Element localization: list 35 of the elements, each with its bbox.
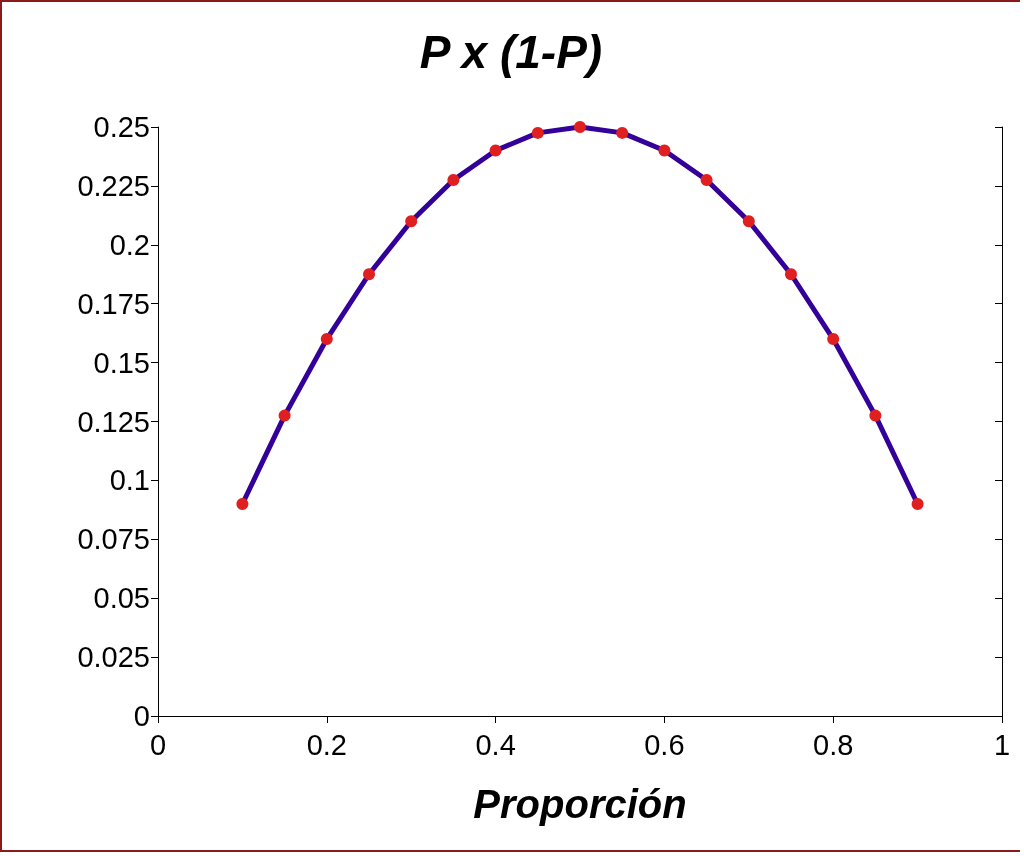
x-tick-label: 0.8 [813,728,854,761]
point [574,121,586,133]
y-tick-label: 0.075 [77,523,150,556]
x-axis-title: Proporción [473,782,687,826]
x-tick-label: 0.2 [306,728,347,761]
y-tick-label: 0 [133,700,150,732]
point [616,126,629,139]
point [447,174,460,187]
x-tick-label: 0.6 [644,728,685,761]
x-tick-label: 1 [993,728,1011,761]
y-tick-label: 0.125 [77,405,150,438]
point [489,144,502,157]
point [742,215,755,228]
point [827,333,840,346]
y-tick-label: 0.15 [93,346,150,379]
x-tick-label: 0.4 [475,728,516,761]
point [700,174,713,187]
point [405,215,418,228]
y-tick-label: 0.05 [93,582,150,615]
point [531,126,544,139]
y-tick-label: 0.2 [109,228,150,261]
point [911,497,924,510]
y-tick-label: 0.25 [93,111,150,143]
y-tick-label: 0.1 [109,464,150,497]
point [236,497,249,510]
point [363,268,375,281]
point [658,144,671,157]
y-tick-label: 0.225 [77,169,150,202]
y-tick-label: 0.175 [77,287,150,320]
point [785,268,797,281]
point [278,409,291,422]
point [320,333,333,346]
chart-title: P x (1-P) [419,26,603,78]
point [869,409,882,422]
y-tick-label: 0.025 [77,641,150,674]
